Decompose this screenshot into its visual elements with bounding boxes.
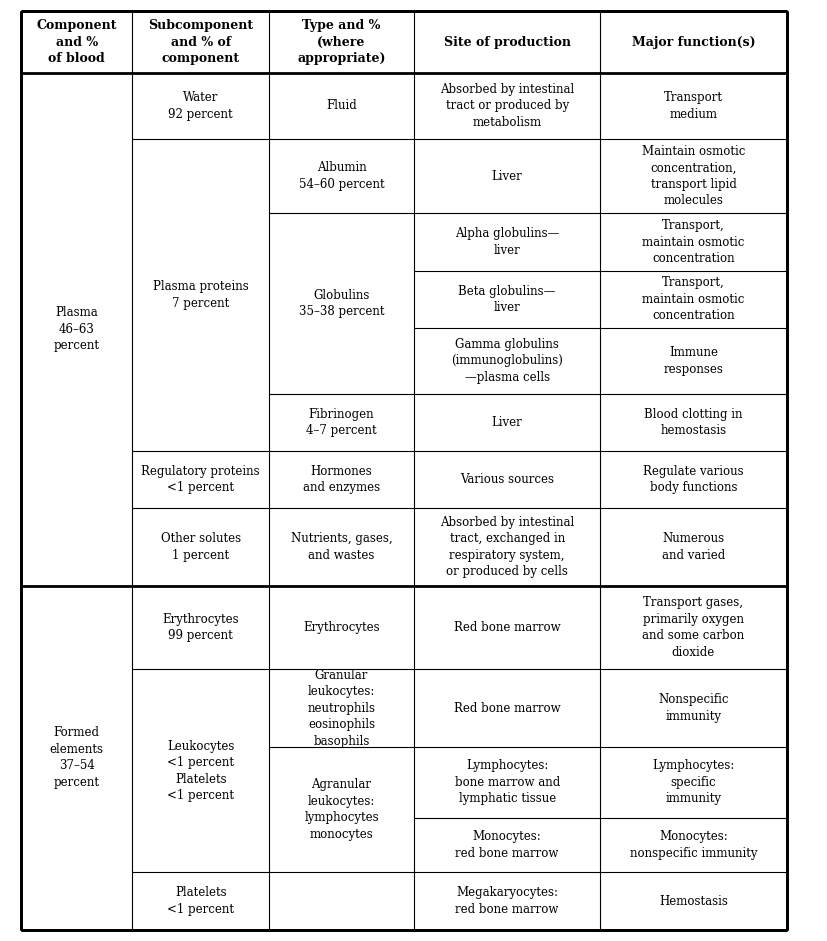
Text: Gamma globulins
(immunoglobulins)
—plasma cells: Gamma globulins (immunoglobulins) —plasm…: [451, 338, 562, 384]
Text: Absorbed by intestinal
tract, exchanged in
respiratory system,
or produced by ce: Absorbed by intestinal tract, exchanged …: [439, 516, 574, 578]
Text: Type and %
(where
appropriate): Type and % (where appropriate): [297, 19, 385, 65]
Text: Subcomponent
and % of
component: Subcomponent and % of component: [148, 19, 253, 65]
Text: Red bone marrow: Red bone marrow: [453, 702, 560, 714]
Text: Regulate various
body functions: Regulate various body functions: [643, 465, 743, 494]
Text: Monocytes:
red bone marrow: Monocytes: red bone marrow: [455, 830, 558, 860]
Text: Platelets
<1 percent: Platelets <1 percent: [167, 886, 234, 916]
Text: Site of production: Site of production: [443, 36, 570, 49]
Text: Maintain osmotic
concentration,
transport lipid
molecules: Maintain osmotic concentration, transpor…: [641, 145, 744, 207]
Text: Transport,
maintain osmotic
concentration: Transport, maintain osmotic concentratio…: [642, 219, 743, 265]
Text: Red bone marrow: Red bone marrow: [453, 621, 560, 634]
Text: Regulatory proteins
<1 percent: Regulatory proteins <1 percent: [141, 465, 260, 494]
Text: Alpha globulins—
liver: Alpha globulins— liver: [454, 228, 559, 257]
Text: Liver: Liver: [491, 416, 522, 429]
Text: Erythrocytes: Erythrocytes: [303, 621, 380, 634]
Text: Plasma proteins
7 percent: Plasma proteins 7 percent: [153, 280, 248, 310]
Text: Lymphocytes:
specific
immunity: Lymphocytes: specific immunity: [652, 759, 734, 805]
Text: Leukocytes
<1 percent
Platelets
<1 percent: Leukocytes <1 percent Platelets <1 perce…: [167, 740, 234, 802]
Text: Megakaryocytes:
red bone marrow: Megakaryocytes: red bone marrow: [455, 886, 558, 916]
Text: Various sources: Various sources: [460, 473, 553, 486]
Text: Agranular
leukocytes:
lymphocytes
monocytes: Agranular leukocytes: lymphocytes monocy…: [304, 778, 379, 841]
Text: Lymphocytes:
bone marrow and
lymphatic tissue: Lymphocytes: bone marrow and lymphatic t…: [454, 759, 559, 805]
Text: Fibrinogen
4–7 percent: Fibrinogen 4–7 percent: [306, 407, 376, 437]
Text: Nutrients, gases,
and wastes: Nutrients, gases, and wastes: [290, 533, 392, 562]
Text: Water
92 percent: Water 92 percent: [168, 91, 233, 120]
Text: Absorbed by intestinal
tract or produced by
metabolism: Absorbed by intestinal tract or produced…: [439, 83, 574, 129]
Text: Major function(s): Major function(s): [631, 36, 754, 49]
Text: Plasma
46–63
percent: Plasma 46–63 percent: [54, 307, 99, 353]
Text: Fluid: Fluid: [326, 100, 356, 113]
Text: Erythrocytes
99 percent: Erythrocytes 99 percent: [162, 613, 239, 643]
Text: Monocytes:
nonspecific immunity: Monocytes: nonspecific immunity: [629, 830, 756, 860]
Text: Formed
elements
37–54
percent: Formed elements 37–54 percent: [50, 726, 103, 789]
Text: Globulins
35–38 percent: Globulins 35–38 percent: [299, 289, 384, 318]
Text: Hemostasis: Hemostasis: [658, 895, 727, 907]
Text: Liver: Liver: [491, 169, 522, 183]
Text: Nonspecific
immunity: Nonspecific immunity: [657, 694, 728, 723]
Text: Beta globulins—
liver: Beta globulins— liver: [458, 284, 555, 314]
Text: Component
and %
of blood: Component and % of blood: [36, 19, 117, 65]
Text: Transport
medium: Transport medium: [663, 91, 722, 120]
Text: Blood clotting in
hemostasis: Blood clotting in hemostasis: [643, 407, 742, 437]
Text: Numerous
and varied: Numerous and varied: [661, 533, 724, 562]
Text: Albumin
54–60 percent: Albumin 54–60 percent: [299, 161, 384, 191]
Text: Other solutes
1 percent: Other solutes 1 percent: [160, 533, 241, 562]
Text: Granular
leukocytes:
neutrophils
eosinophils
basophils: Granular leukocytes: neutrophils eosinop…: [307, 668, 375, 747]
Text: Transport gases,
primarily oxygen
and some carbon
dioxide: Transport gases, primarily oxygen and so…: [642, 597, 743, 659]
Text: Transport,
maintain osmotic
concentration: Transport, maintain osmotic concentratio…: [642, 277, 743, 323]
Text: Immune
responses: Immune responses: [662, 346, 723, 375]
Text: Hormones
and enzymes: Hormones and enzymes: [303, 465, 380, 494]
